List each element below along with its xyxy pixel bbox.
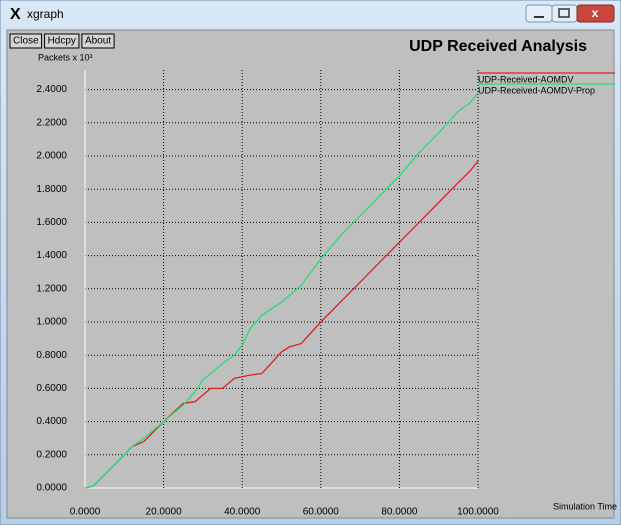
legend-label: UDP-Received-AOMDV [478, 74, 574, 84]
y-tick-label: 0.8000 [36, 350, 67, 361]
y-tick-label: 1.6000 [36, 217, 67, 228]
y-tick-label: 2.4000 [36, 84, 67, 95]
x-tick-label: 20.0000 [146, 507, 183, 518]
x-tick-label: 0.0000 [70, 507, 101, 518]
y-tick-label: 2.0000 [36, 151, 67, 162]
y-tick-label: 0.4000 [36, 416, 67, 427]
x-tick-label: 60.0000 [303, 507, 340, 518]
x-tick-label: 40.0000 [224, 507, 261, 518]
svg-text:x: x [592, 6, 599, 20]
y-axis-label: Packets x 10³ [38, 52, 93, 62]
y-tick-label: 0.0000 [36, 483, 67, 494]
button[interactable] [9, 33, 43, 49]
series-line [84, 160, 479, 489]
y-tick-label: 1.2000 [36, 283, 67, 294]
y-tick-label: 1.4000 [36, 250, 67, 261]
series-line [84, 92, 479, 489]
close-window-button[interactable] [576, 4, 615, 23]
x-tick-label: 100.0000 [457, 507, 499, 518]
button[interactable] [44, 33, 80, 49]
button[interactable] [81, 33, 115, 49]
x-logo: X [10, 6, 21, 23]
legend-label: UDP-Received-AOMDV-Prop [478, 85, 595, 95]
minimize-button[interactable] [525, 4, 553, 23]
y-tick-label: 1.0000 [36, 317, 67, 328]
y-tick-label: 1.8000 [36, 184, 67, 195]
chart-title: UDP Received Analysis [409, 38, 587, 55]
x-axis-label: Simulation Time [553, 501, 617, 511]
window-title: xgraph [27, 7, 64, 21]
maximize-button[interactable] [551, 4, 578, 23]
y-tick-label: 2.2000 [36, 117, 67, 128]
button-label: About [85, 36, 111, 47]
y-tick-label: 0.2000 [36, 449, 67, 460]
x-tick-label: 80.0000 [381, 507, 418, 518]
client-area [6, 29, 615, 519]
button-label: Hdcpy [48, 36, 76, 47]
y-tick-label: 0.6000 [36, 383, 67, 394]
button-label: Close [13, 36, 39, 47]
